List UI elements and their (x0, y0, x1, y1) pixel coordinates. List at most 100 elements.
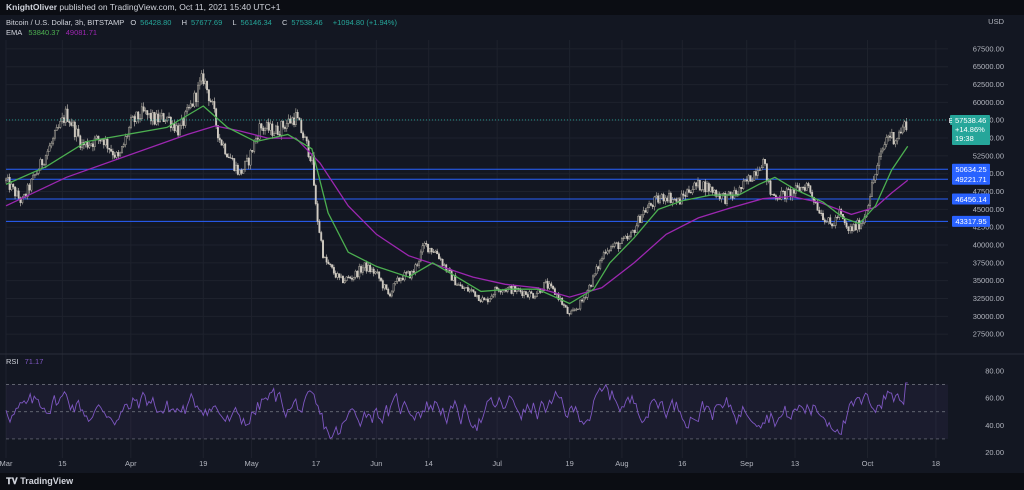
candle-body (722, 193, 725, 195)
low-value: 56146.34 (240, 18, 272, 27)
last-price-value: 57538.46 (955, 116, 986, 125)
candle-body (280, 121, 283, 136)
candle-body (14, 186, 17, 197)
candle-body (383, 284, 386, 289)
rsi-label[interactable]: RSI (6, 357, 19, 366)
candle-body (881, 148, 884, 152)
time-tick-label: 19 (565, 459, 573, 468)
tradingview-logo[interactable]: 𝐓𝐕 TradingView (6, 476, 73, 487)
candle-body (466, 287, 469, 292)
candle-body (72, 121, 74, 126)
candle-body (407, 271, 410, 274)
candle-body (331, 264, 334, 268)
candle-body (122, 144, 125, 147)
candle-body (347, 276, 350, 278)
candle-body (646, 207, 649, 213)
time-tick-label: 15 (58, 459, 66, 468)
candle-body (501, 290, 504, 293)
candle-body (793, 189, 795, 194)
candle-body (485, 298, 488, 301)
price-tick-label: 65000.00 (973, 62, 1004, 71)
candle-body (738, 187, 741, 195)
candle-body (758, 169, 761, 171)
time-tick-label: Sep (740, 459, 753, 468)
candle-body (885, 137, 888, 145)
author-name[interactable]: KnightOliver (6, 2, 58, 12)
candle-body (651, 205, 654, 207)
candle-body (135, 111, 138, 123)
candle-body (860, 223, 862, 230)
candle-body (160, 113, 163, 117)
candle-body (653, 196, 656, 207)
price-tick-label: 52500.00 (973, 151, 1004, 160)
candle-body (735, 190, 737, 195)
candle-body (211, 101, 214, 103)
candle-body (630, 231, 632, 237)
candle-body (796, 185, 799, 188)
candle-body (307, 140, 310, 157)
candle-body (365, 262, 368, 272)
candle-body (820, 212, 823, 214)
candle-body (901, 126, 904, 134)
candle-body (148, 112, 151, 116)
candle-body (461, 285, 464, 289)
candle-body (186, 107, 189, 113)
candle-body (744, 179, 747, 182)
candle-body (53, 130, 56, 139)
candle-body (66, 108, 69, 122)
candle-body (385, 284, 388, 290)
symbol-title[interactable]: Bitcoin / U.S. Dollar, 3h, BITSTAMP (6, 18, 125, 27)
candle-body (115, 152, 118, 158)
candle-body (465, 287, 468, 289)
ema-label[interactable]: EMA (6, 28, 23, 37)
candle-body (434, 250, 437, 253)
candle-body (657, 195, 660, 203)
candle-body (351, 278, 353, 280)
candle-body (845, 222, 848, 228)
candle-body (423, 242, 426, 246)
candle-body (840, 209, 843, 215)
candle-body (327, 261, 330, 265)
candle-body (553, 288, 556, 295)
candle-body (439, 258, 442, 260)
candle-body (73, 121, 76, 138)
candle-body (227, 156, 230, 158)
candle-body (151, 112, 154, 122)
candle-body (874, 173, 877, 181)
publisher-text: KnightOliver published on TradingView.co… (6, 2, 280, 12)
candle-body (668, 192, 670, 202)
candle-body (52, 137, 55, 144)
candle-body (706, 183, 709, 193)
candle-body (193, 92, 196, 107)
last-price-tag (952, 114, 990, 145)
candle-body (610, 246, 613, 251)
candle-body (329, 263, 332, 265)
candle-body (785, 188, 788, 200)
candle-body (784, 190, 786, 200)
candle-body (352, 276, 355, 280)
low-label: L (232, 18, 237, 27)
candle-body (894, 140, 897, 145)
ema-slow-value: 49081.71 (65, 28, 98, 37)
candle-body (15, 190, 18, 197)
candle-body (139, 118, 142, 120)
price-tags: 50634.2549221.7146456.1443317.95BTCUSD57… (949, 114, 990, 227)
candle-body (291, 117, 294, 124)
candle-body (773, 194, 776, 196)
candle-body (206, 80, 209, 91)
candle-body (590, 284, 593, 287)
price-tick-label: 30000.00 (973, 312, 1004, 321)
candle-body (865, 210, 868, 218)
candle-body (389, 293, 391, 297)
candle-body (767, 180, 770, 182)
candle-body (260, 123, 263, 129)
candle-body (552, 285, 555, 289)
ohlc-low: L 56146.34 (232, 18, 275, 27)
candle-body (492, 294, 495, 297)
candle-body (111, 150, 114, 156)
candle-body (823, 219, 826, 223)
time-tick-label: Apr (125, 459, 137, 468)
candle-body (34, 174, 36, 176)
candle-body (55, 127, 58, 131)
